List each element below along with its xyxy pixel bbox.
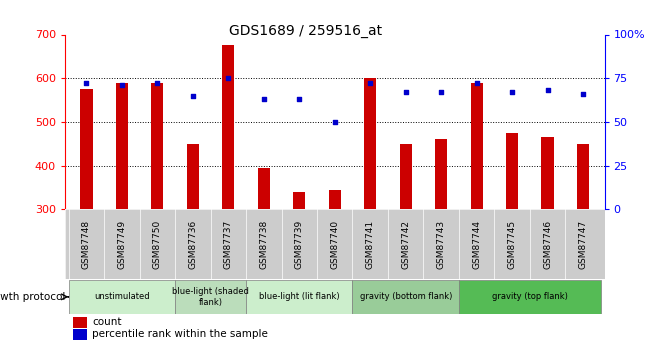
Bar — [187, 144, 199, 209]
Text: GSM87743: GSM87743 — [437, 220, 446, 269]
Text: GSM87736: GSM87736 — [188, 220, 198, 269]
Point — [578, 91, 588, 97]
Point — [223, 76, 233, 81]
Text: percentile rank within the sample: percentile rank within the sample — [92, 329, 268, 339]
Point — [81, 81, 92, 86]
Text: GSM87739: GSM87739 — [294, 220, 304, 269]
Point — [294, 97, 304, 102]
Bar — [80, 89, 92, 209]
Text: GSM87747: GSM87747 — [578, 220, 588, 269]
Text: gravity (bottom flank): gravity (bottom flank) — [359, 292, 452, 301]
Bar — [175, 280, 246, 314]
Bar — [352, 280, 459, 314]
Bar — [435, 139, 447, 209]
Point — [330, 119, 340, 125]
Bar — [471, 82, 483, 209]
Text: GSM87742: GSM87742 — [401, 220, 410, 269]
Text: GSM87748: GSM87748 — [82, 220, 91, 269]
Bar — [222, 46, 235, 209]
Text: unstimulated: unstimulated — [94, 292, 150, 301]
Bar — [400, 144, 412, 209]
Point — [436, 89, 447, 95]
Bar — [73, 317, 86, 328]
Bar — [151, 82, 164, 209]
Bar — [459, 280, 601, 314]
Point — [259, 97, 269, 102]
Text: gravity (top flank): gravity (top flank) — [492, 292, 568, 301]
Text: GSM87749: GSM87749 — [117, 220, 126, 269]
Point — [507, 89, 517, 95]
Text: GSM87746: GSM87746 — [543, 220, 552, 269]
Bar — [364, 78, 376, 209]
Bar — [116, 82, 128, 209]
Point — [116, 82, 127, 88]
Text: growth protocol: growth protocol — [0, 292, 66, 302]
Text: GSM87745: GSM87745 — [508, 220, 517, 269]
Point — [400, 89, 411, 95]
Bar — [577, 144, 590, 209]
Bar — [506, 133, 519, 209]
Bar — [246, 280, 352, 314]
Text: blue-light (shaded
flank): blue-light (shaded flank) — [172, 287, 249, 307]
Text: GSM87741: GSM87741 — [366, 220, 375, 269]
Point — [152, 81, 162, 86]
Bar — [73, 329, 86, 340]
Text: blue-light (lit flank): blue-light (lit flank) — [259, 292, 339, 301]
Text: GSM87738: GSM87738 — [259, 220, 268, 269]
Point — [188, 93, 198, 98]
Text: GSM87740: GSM87740 — [330, 220, 339, 269]
Text: GSM87750: GSM87750 — [153, 220, 162, 269]
Point — [471, 81, 482, 86]
Point — [543, 88, 553, 93]
Text: count: count — [92, 317, 122, 327]
Text: GDS1689 / 259516_at: GDS1689 / 259516_at — [229, 24, 382, 38]
Bar — [68, 280, 175, 314]
Text: GSM87737: GSM87737 — [224, 220, 233, 269]
Point — [365, 81, 376, 86]
Bar — [293, 192, 306, 209]
Bar — [541, 137, 554, 209]
Text: GSM87744: GSM87744 — [472, 220, 481, 269]
Bar — [328, 190, 341, 209]
Bar — [257, 168, 270, 209]
